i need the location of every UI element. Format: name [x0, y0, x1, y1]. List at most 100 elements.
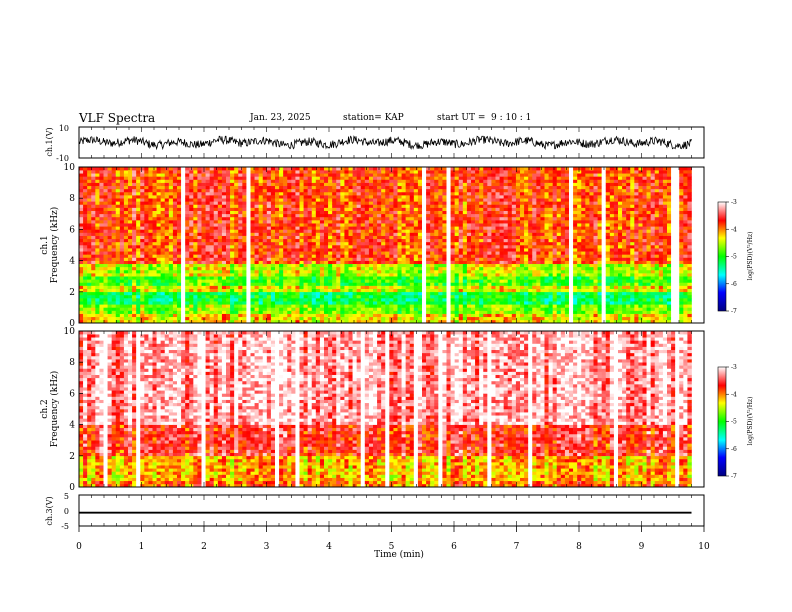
spectrogram-cell	[471, 198, 476, 202]
spectrogram-cell	[168, 316, 174, 321]
spectrogram-cell	[197, 248, 202, 252]
spectrogram-cell	[205, 226, 210, 230]
spectrogram-cell	[136, 282, 141, 286]
spectrogram-cell	[299, 294, 304, 299]
spectrogram-cell	[123, 176, 129, 180]
spectrogram-cell	[454, 316, 460, 321]
spectrogram-cell	[475, 279, 480, 283]
spectrogram-cell	[401, 176, 406, 180]
spectrogram-cell	[356, 213, 362, 218]
spectrogram-cell	[226, 176, 231, 180]
spectrogram-cell	[462, 263, 468, 268]
spectrogram-cell	[185, 232, 190, 236]
spectrogram-cell	[181, 257, 186, 261]
spectrogram-cell	[462, 223, 468, 227]
spectrogram-cell	[364, 182, 370, 187]
spectrogram-cell	[409, 301, 415, 305]
spectrogram-cell	[152, 257, 157, 261]
spectrogram-cell	[275, 170, 280, 174]
spectrogram-cell	[458, 201, 464, 205]
spectrogram-cell	[140, 298, 145, 302]
spectrogram-cell	[270, 301, 276, 305]
spectrogram-cell	[152, 167, 157, 171]
spectrogram-cell	[209, 226, 215, 230]
spectrogram-cell	[475, 226, 480, 230]
spectrogram-cell	[393, 226, 398, 230]
spectrogram-cell	[385, 226, 390, 230]
spectrogram-cell	[209, 291, 215, 296]
spectrogram-cell	[258, 279, 264, 283]
spectrogram-cell	[336, 179, 341, 183]
spectrogram-cell	[315, 176, 321, 180]
spectrogram-cell	[128, 254, 133, 258]
spectrogram-cell	[87, 210, 92, 215]
spectrogram-cell	[103, 167, 108, 171]
spectrogram-cell	[230, 298, 235, 302]
spectrogram-cell	[405, 207, 411, 211]
spectrogram-cell	[385, 201, 390, 205]
spectrogram-cell	[405, 263, 411, 268]
spectrogram-cell	[397, 226, 402, 230]
spectrogram-cell	[79, 170, 84, 174]
spectrogram-cell	[328, 213, 333, 218]
spectrogram-cell	[128, 213, 133, 218]
spectrogram-cell	[311, 276, 317, 280]
spectrogram-cell	[462, 204, 468, 208]
spectrogram-cell	[446, 216, 451, 221]
spectrogram-cell	[381, 291, 386, 296]
spectrogram-cell	[270, 188, 276, 193]
spectrogram-cell	[381, 179, 386, 183]
spectrogram-cell	[303, 285, 308, 289]
spectrogram-cell	[430, 198, 435, 202]
spectrogram-cell	[238, 167, 243, 171]
spectrogram-cell	[332, 269, 337, 274]
spectrogram-cell	[401, 254, 406, 258]
spectrogram-cell	[128, 266, 133, 271]
spectrogram-cell	[446, 210, 451, 215]
spectrogram-cell	[270, 173, 276, 177]
spectrogram-cell	[185, 195, 190, 199]
spectrogram-cell	[258, 191, 264, 196]
spectrogram-cell	[156, 191, 161, 196]
spectrogram-cell	[360, 276, 366, 280]
spectrogram-cell	[201, 245, 206, 249]
spectrogram-cell	[479, 167, 484, 171]
spectrogram-cell	[373, 167, 378, 171]
spectrogram-cell	[462, 257, 468, 261]
spectrogram-cell	[324, 226, 329, 230]
spectrogram-cell	[79, 260, 84, 265]
spectrogram-cell	[148, 167, 153, 171]
spectrogram-cell	[328, 204, 333, 208]
spectrogram-cell	[283, 201, 288, 205]
spectrogram-cell	[83, 185, 88, 190]
spectrogram-cell	[446, 248, 451, 252]
spectrogram-cell	[177, 282, 182, 286]
spectrogram-cell	[315, 213, 321, 218]
spectrogram-cell	[99, 279, 104, 283]
spectrogram-cell	[409, 195, 415, 199]
spectrogram-cell	[462, 276, 468, 280]
spectrogram-cell	[254, 288, 259, 293]
spectrogram-cell	[373, 276, 378, 280]
spectrogram-cell	[348, 257, 353, 261]
spectrogram-cell	[446, 263, 451, 268]
spectrogram-cell	[217, 210, 223, 215]
spectrogram-cell	[381, 182, 386, 187]
spectrogram-cell	[279, 216, 284, 221]
spectrogram-cell	[262, 204, 268, 208]
spectrogram-cell	[156, 210, 161, 215]
spectrogram-cell	[368, 310, 374, 314]
spectrogram-cell	[160, 279, 166, 283]
spectrogram-cell	[442, 204, 447, 208]
spectrogram-cell	[360, 185, 366, 190]
spectrogram-cell	[446, 285, 451, 289]
spectrogram-cell	[299, 319, 304, 324]
spectrogram-cell	[475, 213, 480, 218]
spectrogram-cell	[405, 260, 411, 265]
spectrogram-cell	[107, 313, 112, 318]
spectrogram-cell	[471, 210, 476, 215]
spectrogram-cell	[136, 238, 141, 243]
spectrogram-cell	[172, 276, 178, 280]
spectrogram-cell	[438, 313, 443, 318]
spectrogram-cell	[226, 191, 231, 196]
